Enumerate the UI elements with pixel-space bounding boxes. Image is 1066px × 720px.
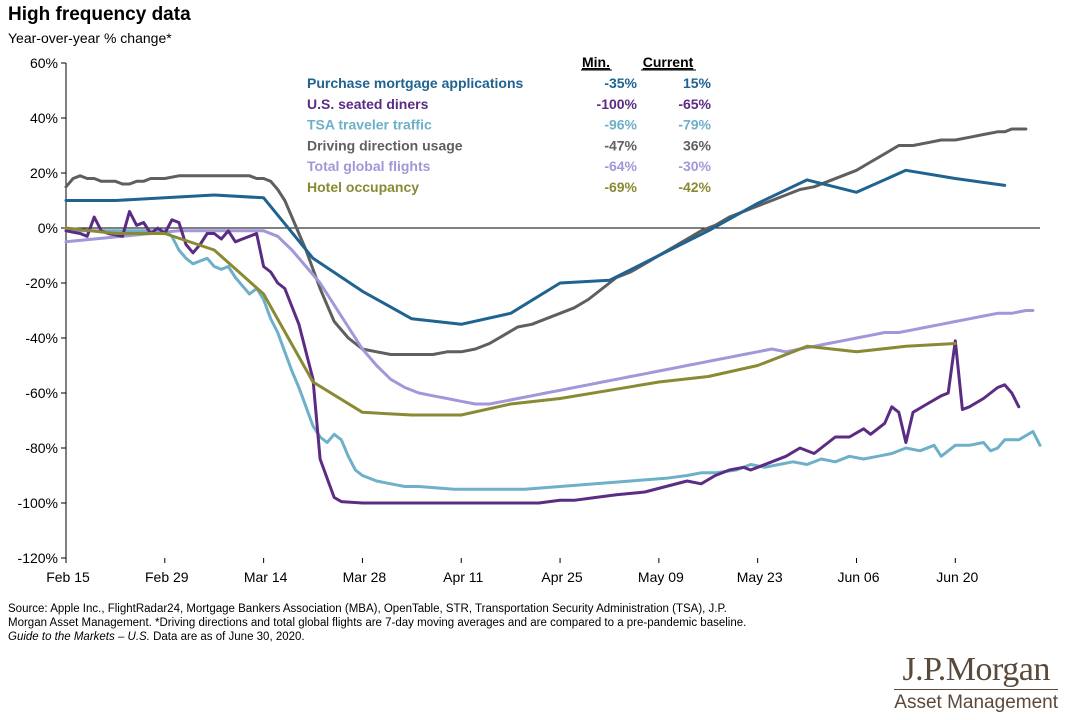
x-tick-label: Apr 11 <box>443 569 483 585</box>
series-line-hotel-occupancy <box>64 226 957 417</box>
legend-series-current: -42% <box>678 179 711 195</box>
y-tick-label: -40% <box>25 330 58 346</box>
x-tick-label: May 23 <box>737 569 783 585</box>
source-note: Source: Apple Inc., FlightRadar24, Mortg… <box>8 602 908 644</box>
series-line-total-global-flights <box>64 229 1035 406</box>
y-tick-label: 60% <box>30 55 58 71</box>
series-line-u-s-seated-diners <box>64 210 1021 505</box>
legend-series-name: TSA traveler traffic <box>307 117 432 133</box>
series-line-tsa-traveler-traffic <box>64 229 1042 491</box>
legend-series-min: -47% <box>604 137 637 153</box>
legend-series-min: -100% <box>597 96 638 112</box>
legend-series-min: -35% <box>604 75 637 91</box>
y-tick-label: 40% <box>30 110 58 126</box>
series-line-driving-direction-usage <box>64 127 1028 356</box>
y-tick-label: 0% <box>38 220 58 236</box>
legend-header-min: Min. <box>582 54 610 70</box>
legend-series-min: -69% <box>604 179 637 195</box>
axes: 60% 40% 20% 0% -20% -40% -60% -80% -100% -120% Feb… <box>18 55 1040 585</box>
source-line-2: Morgan Asset Management. *Driving direct… <box>8 617 747 629</box>
x-tick-label: Jun 06 <box>837 569 879 585</box>
legend-series-min: -64% <box>604 158 637 174</box>
chart-title: High frequency data <box>8 4 191 25</box>
y-tick-label: -60% <box>25 385 58 401</box>
y-tick-label: 20% <box>30 165 58 181</box>
legend-series-name: Hotel occupancy <box>307 179 419 195</box>
legend-series-name: Total global flights <box>307 158 431 174</box>
y-tick-label: -100% <box>18 495 58 511</box>
legend-series-min: -96% <box>604 117 637 133</box>
x-tick-label: Mar 28 <box>343 569 387 585</box>
x-tick-label: Feb 15 <box>46 569 90 585</box>
y-tick-label: -80% <box>25 440 58 456</box>
logo-subtitle: Asset Management <box>894 692 1058 713</box>
x-tick-label: Apr 25 <box>541 569 582 585</box>
legend-series-current: -30% <box>678 158 711 174</box>
legend-header-current: Current <box>643 54 694 70</box>
source-line-1: Source: Apple Inc., FlightRadar24, Mortg… <box>8 603 727 615</box>
logo-brand: J.P.Morgan <box>902 651 1050 688</box>
x-tick-label: Jun 20 <box>936 569 978 585</box>
source-asof: Data are as of June 30, 2020. <box>149 631 305 643</box>
legend-series-name: Driving direction usage <box>307 137 463 153</box>
legend-series-name: Purchase mortgage applications <box>307 75 523 91</box>
legend-series-name: U.S. seated diners <box>307 96 429 112</box>
y-tick-label: -120% <box>18 550 58 566</box>
legend-series-current: 15% <box>683 75 712 91</box>
legend-series-current: -65% <box>678 96 711 112</box>
legend-series-current: 36% <box>683 137 712 153</box>
logo-rule <box>894 689 1058 690</box>
jpmorgan-logo: J.P.Morgan Asset Management <box>894 652 1058 714</box>
series-layer <box>64 127 1042 505</box>
y-tick-label: -20% <box>25 275 58 291</box>
source-guide: Guide to the Markets – U.S. <box>8 631 150 643</box>
line-chart: 60% 40% 20% 0% -20% -40% -60% -80% -100% -120% Feb… <box>18 54 1042 585</box>
legend-table: Min. Current Purchase mortgage application… <box>307 54 712 195</box>
chart-subtitle: Year-over-year % change* <box>8 30 172 46</box>
legend-series-current: -79% <box>678 117 711 133</box>
series-line-purchase-mortgage-applications <box>64 168 1007 326</box>
x-tick-label: Mar 14 <box>244 569 288 585</box>
x-tick-label: May 09 <box>638 569 684 585</box>
x-tick-label: Feb 29 <box>145 569 189 585</box>
